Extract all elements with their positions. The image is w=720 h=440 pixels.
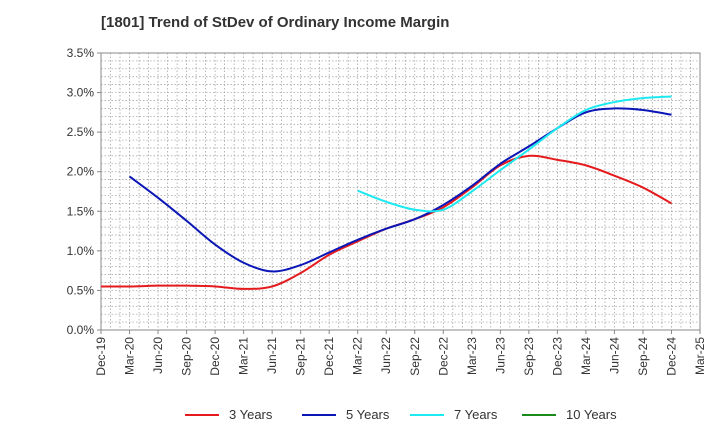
y-tick-label: 0.5% [67,283,95,297]
x-tick-label: Mar-22 [351,337,365,375]
chart-title: [1801] Trend of StDev of Ordinary Income… [101,14,450,31]
x-tick-label: Dec-22 [436,337,450,376]
y-tick-label: 1.0% [67,244,95,258]
x-tick-label: Sep-23 [522,337,536,376]
x-tick-label: Sep-21 [294,337,308,376]
x-tick-label: Sep-24 [636,337,650,376]
x-tick-label: Mar-20 [123,337,137,375]
x-tick-label: Dec-19 [94,337,108,376]
legend-swatch-5-years [302,414,336,416]
series-line-7-years [357,95,672,213]
legend-swatch-3-years [185,414,219,416]
series-lines [100,95,672,290]
x-tick-label: Jun-23 [493,337,507,374]
legend-swatch-10-years [522,414,556,416]
x-tick-label: Mar-23 [465,337,479,375]
legend-label-10-years: 10 Years [566,407,617,422]
x-tick-label: Dec-21 [322,337,336,376]
x-tick-label: Dec-23 [550,337,564,376]
axes: 0.0% 0.5% 1.0% 1.5% 2.0% 2.5% 3.0% 3.5% Dec-19 Ma… [67,46,707,376]
y-tick-label: 2.5% [67,125,95,139]
y-tick-label: 2.0% [67,165,95,179]
legend-label-3-years: 3 Years [229,407,273,422]
legend: 3 Years 5 Years 7 Years 10 Years [0,405,720,425]
legend-label-5-years: 5 Years [346,407,390,422]
legend-label-7-years: 7 Years [454,407,498,422]
x-tick-label: Mar-24 [579,337,593,375]
x-tick-label: Sep-20 [180,337,194,376]
x-tick-label: Mar-21 [237,337,251,375]
x-tick-label: Jun-20 [151,337,165,374]
y-tick-label: 1.5% [67,204,95,218]
x-tick-label: Jun-24 [607,337,621,374]
x-tick-label: Jun-22 [379,337,393,374]
plot-area [101,53,700,330]
plot-frame [100,52,701,331]
y-tick-label: 3.0% [67,86,95,100]
y-tick-label: 3.5% [67,46,95,60]
grid [101,53,700,330]
y-tick-label: 0.0% [67,323,95,337]
x-tick-label: Sep-22 [408,337,422,376]
x-tick-label: Dec-20 [208,337,222,376]
legend-swatch-7-years [410,414,444,416]
x-tick-label: Mar-25 [693,337,707,375]
x-tick-label: Jun-21 [265,337,279,374]
x-tick-label: Dec-24 [664,337,678,376]
series-line-5-years [128,107,672,273]
